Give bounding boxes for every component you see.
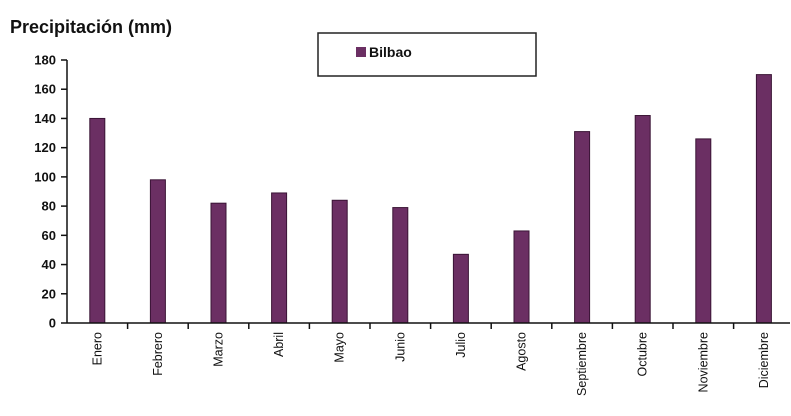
bar bbox=[452, 253, 469, 324]
bar bbox=[695, 138, 712, 324]
bar bbox=[210, 202, 227, 324]
y-tick-label: 100 bbox=[34, 169, 56, 184]
y-tick-label: 20 bbox=[42, 286, 56, 301]
y-tick-label: 80 bbox=[42, 199, 56, 214]
bar bbox=[755, 74, 772, 324]
legend-label: Bilbao bbox=[369, 44, 412, 60]
bars bbox=[89, 74, 772, 324]
x-tick-label: Junio bbox=[393, 332, 407, 362]
x-axis-labels: Enero Febrero Marzo Abril Mayo Junio Julio Agos… bbox=[90, 332, 771, 396]
y-tick-label: 140 bbox=[34, 111, 56, 126]
x-axis-ticks bbox=[126, 323, 735, 329]
x-tick-label: Noviembre bbox=[696, 332, 710, 392]
y-tick-label: 60 bbox=[42, 228, 56, 243]
y-tick-label: 160 bbox=[34, 82, 56, 97]
x-tick-label: Marzo bbox=[212, 332, 226, 367]
x-tick-label: Mayo bbox=[333, 332, 347, 363]
x-tick-label: Septiembre bbox=[575, 332, 589, 396]
y-tick-label: 40 bbox=[42, 257, 56, 272]
bar bbox=[392, 207, 409, 324]
x-tick-label: Enero bbox=[90, 332, 104, 365]
x-tick-label: Diciembre bbox=[757, 332, 771, 388]
y-axis-ticks: 0 20 40 60 80 100 120 140 160 180 bbox=[34, 53, 67, 331]
bar bbox=[513, 230, 530, 324]
x-tick-label: Julio bbox=[454, 332, 468, 358]
y-tick-label: 180 bbox=[34, 53, 56, 68]
bar bbox=[271, 192, 288, 324]
chart-title: Precipitación (mm) bbox=[10, 17, 172, 37]
y-tick-label: 0 bbox=[49, 316, 56, 331]
y-tick-label: 120 bbox=[34, 140, 56, 155]
legend-swatch bbox=[356, 47, 366, 57]
x-tick-label: Octubre bbox=[636, 332, 650, 377]
bar bbox=[634, 115, 651, 324]
legend-box bbox=[317, 32, 537, 77]
bar bbox=[331, 199, 348, 324]
x-tick-label: Agosto bbox=[515, 332, 529, 371]
legend: Bilbao bbox=[317, 32, 537, 77]
bar bbox=[574, 131, 591, 324]
bar bbox=[149, 179, 166, 324]
bar bbox=[89, 117, 106, 324]
x-tick-label: Febrero bbox=[151, 332, 165, 376]
x-tick-label: Abril bbox=[272, 332, 286, 357]
